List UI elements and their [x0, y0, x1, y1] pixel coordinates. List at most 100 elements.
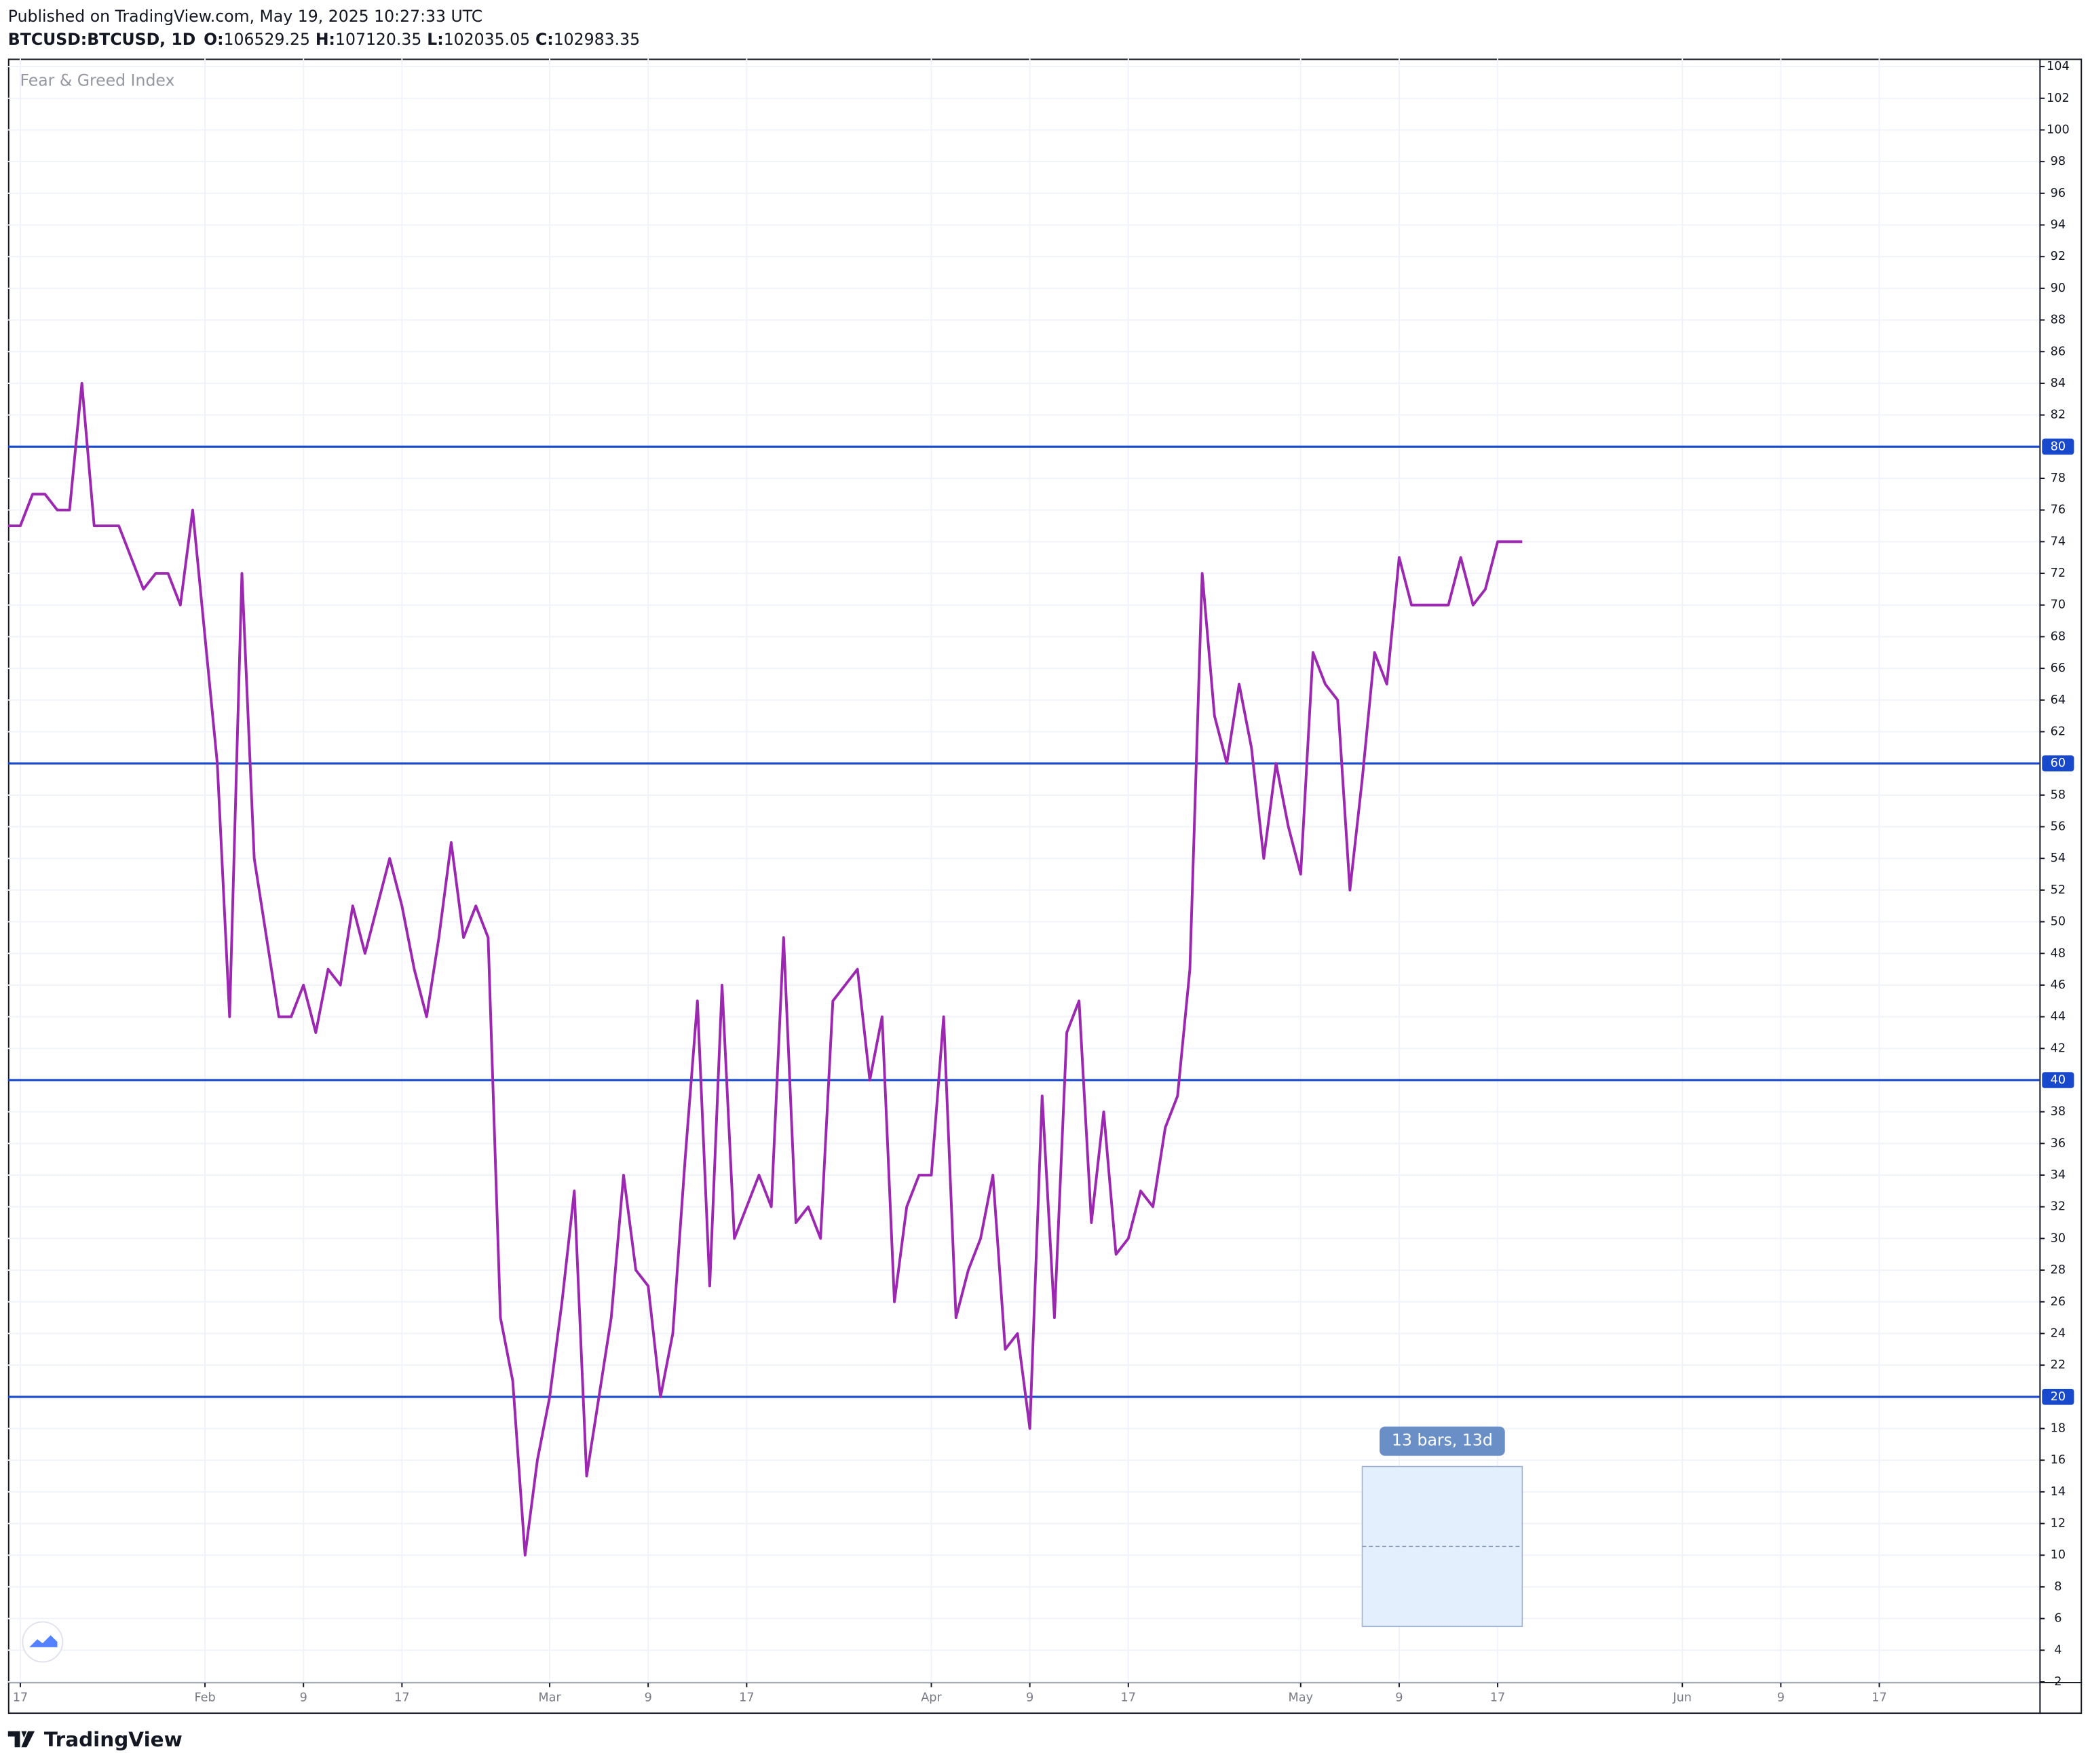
- x-tick-label: 17: [394, 1691, 409, 1705]
- y-tick-label: 102: [2047, 92, 2070, 105]
- level-label: 40: [2051, 1073, 2066, 1087]
- x-tick-label: 9: [300, 1691, 307, 1705]
- y-tick-label: 32: [2051, 1200, 2066, 1214]
- level-label: 20: [2051, 1390, 2066, 1404]
- logo-badge: [22, 1621, 64, 1663]
- y-tick-label: 14: [2051, 1485, 2066, 1499]
- y-tick-label: 78: [2051, 472, 2066, 485]
- y-tick-label: 72: [2051, 567, 2066, 580]
- x-tick-label: 9: [1395, 1691, 1403, 1705]
- x-tick-label: Apr: [921, 1691, 942, 1705]
- level-label-box: [2042, 438, 2074, 455]
- x-tick-label: May: [1289, 1691, 1314, 1705]
- y-tick-label: 6: [2054, 1612, 2062, 1626]
- y-tick-label: 10: [2051, 1548, 2066, 1562]
- y-tick-label: 90: [2051, 282, 2066, 295]
- x-tick-label: Jun: [1672, 1691, 1692, 1705]
- y-tick-label: 56: [2051, 820, 2066, 834]
- symbol: BTCUSD:BTCUSD, 1D: [8, 29, 196, 48]
- y-tick-label: 50: [2051, 915, 2066, 929]
- x-tick-label: 17: [1121, 1691, 1136, 1705]
- level-label-box: [2042, 1389, 2074, 1405]
- y-tick-label: 98: [2051, 155, 2066, 168]
- ohlc-label: O:: [204, 29, 223, 48]
- ohlc-label: L:: [427, 29, 443, 48]
- y-tick-label: 28: [2051, 1263, 2066, 1277]
- symbol-info: BTCUSD:BTCUSD, 1D O:106529.25 H:107120.35 L…: [8, 29, 640, 48]
- y-tick-label: 68: [2051, 630, 2066, 643]
- y-tick-label: 52: [2051, 883, 2066, 897]
- y-tick-label: 104: [2047, 60, 2070, 73]
- y-tick-label: 62: [2051, 725, 2066, 738]
- y-tick-label: 92: [2051, 250, 2066, 263]
- y-tick-label: 74: [2051, 535, 2066, 548]
- y-tick-label: 86: [2051, 345, 2066, 358]
- y-tick-label: 94: [2051, 218, 2066, 232]
- ohlc-value: 106529.25: [224, 29, 310, 48]
- grid: 17 Feb 9 17 Mar 9 17 Apr 9 17 May 9 17 Jun 9 1724681012…: [7, 58, 2070, 1705]
- y-tick-label: 18: [2051, 1422, 2066, 1436]
- y-tick-label: 66: [2051, 662, 2066, 675]
- ohlc-label: C:: [535, 29, 554, 48]
- y-tick-label: 76: [2051, 503, 2066, 517]
- y-tick-label: 58: [2051, 788, 2066, 802]
- frame: [7, 58, 2083, 1714]
- y-tick-label: 16: [2051, 1453, 2066, 1467]
- x-tick-label: 17: [739, 1691, 754, 1705]
- level-label: 60: [2051, 756, 2066, 770]
- y-tick-label: 70: [2051, 598, 2066, 612]
- y-tick-label: 84: [2051, 377, 2066, 390]
- y-tick-label: 44: [2051, 1010, 2066, 1024]
- x-tick-label: 17: [1490, 1691, 1505, 1705]
- brand-icon: [7, 1731, 35, 1748]
- y-tick-label: 48: [2051, 946, 2066, 960]
- level-label: 80: [2051, 440, 2066, 453]
- series-line: [7, 382, 1523, 1557]
- y-tick-label: 46: [2051, 978, 2066, 992]
- ohlc-value: 102035.05: [444, 29, 530, 48]
- y-tick-label: 26: [2051, 1295, 2066, 1309]
- logo-circle: [22, 1621, 64, 1663]
- published-line: Published on TradingView.com, May 19, 20…: [8, 7, 482, 26]
- x-tick-label: 17: [13, 1691, 28, 1705]
- ohlc-value: 107120.35: [335, 29, 421, 48]
- y-tick-label: 54: [2051, 851, 2066, 865]
- y-tick-label: 2: [2054, 1675, 2062, 1689]
- y-tick-label: 30: [2051, 1231, 2066, 1245]
- y-tick-label: 34: [2051, 1168, 2066, 1182]
- ohlc-value: 102983.35: [554, 29, 640, 48]
- y-tick-label: 22: [2051, 1358, 2066, 1372]
- y-tick-label: 38: [2051, 1105, 2066, 1119]
- footer-logo: TradingView: [7, 1728, 183, 1751]
- ohlc-label: H:: [316, 29, 335, 48]
- measure-label-box: [1380, 1426, 1505, 1456]
- y-tick-label: 12: [2051, 1517, 2066, 1531]
- x-tick-label: 9: [1026, 1691, 1033, 1705]
- y-tick-label: 8: [2054, 1580, 2062, 1594]
- x-tick-label: Mar: [538, 1691, 561, 1705]
- level-label-box: [2042, 755, 2074, 771]
- x-tick-label: 17: [1872, 1691, 1886, 1705]
- brand-name: TradingView: [44, 1728, 183, 1751]
- x-tick-label: Feb: [194, 1691, 215, 1705]
- y-tick-label: 4: [2054, 1643, 2062, 1657]
- chart-title: Fear & Greed Index: [20, 71, 174, 90]
- x-tick-label: 9: [1777, 1691, 1785, 1705]
- plot: 20 40 60 80 13 bars, 13d: [7, 382, 2074, 1628]
- y-tick-label: 42: [2051, 1041, 2066, 1055]
- x-tick-label: 9: [645, 1691, 652, 1705]
- level-label-box: [2042, 1072, 2074, 1088]
- y-tick-label: 24: [2051, 1326, 2066, 1340]
- y-tick-label: 82: [2051, 408, 2066, 422]
- y-tick-label: 96: [2051, 187, 2066, 200]
- measure-label: 13 bars, 13d: [1392, 1431, 1493, 1450]
- y-tick-label: 64: [2051, 693, 2066, 707]
- logo-icon: [29, 1635, 58, 1647]
- y-tick-label: 88: [2051, 313, 2066, 327]
- y-tick-label: 100: [2047, 123, 2070, 137]
- y-tick-label: 36: [2051, 1136, 2066, 1150]
- symbol-line: BTCUSD:BTCUSD, 1D O:106529.25 H:107120.35 L…: [8, 29, 640, 48]
